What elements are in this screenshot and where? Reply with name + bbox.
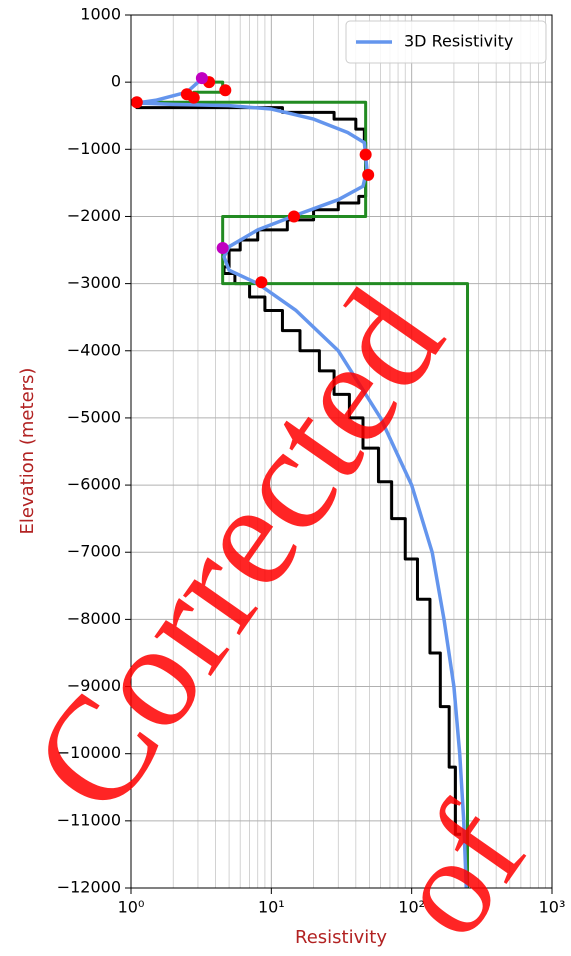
marker bbox=[362, 168, 375, 181]
marker bbox=[219, 84, 232, 97]
plot-frame bbox=[130, 14, 553, 889]
legend-label: 3D Resistivity bbox=[404, 32, 513, 51]
y-tick-label: −9000 bbox=[67, 676, 121, 695]
line bbox=[135, 77, 469, 888]
plot-area bbox=[131, 72, 470, 888]
y-axis-label: Elevation (meters) bbox=[17, 368, 38, 535]
y-tick-label: 1000 bbox=[80, 5, 121, 24]
x-tick-label: 10² bbox=[398, 898, 425, 917]
y-tick-label: −7000 bbox=[67, 542, 121, 561]
marker bbox=[131, 96, 143, 109]
y-tick-label: −11000 bbox=[57, 810, 121, 829]
y-tick-label: −8000 bbox=[67, 609, 121, 628]
marker bbox=[216, 242, 229, 255]
watermark: of bbox=[361, 779, 555, 952]
x-tick-label: 10³ bbox=[539, 898, 566, 917]
x-tick-label: 10¹ bbox=[258, 898, 285, 917]
marker bbox=[255, 276, 268, 289]
y-tick-label: −3000 bbox=[67, 273, 121, 292]
y-tick-label: 0 bbox=[111, 72, 121, 91]
y-tick-label: −4000 bbox=[67, 340, 121, 359]
marker bbox=[359, 148, 372, 161]
marker bbox=[287, 210, 300, 223]
y-tick-label: −12000 bbox=[57, 878, 121, 897]
y-tick-label: −10000 bbox=[57, 743, 121, 762]
x-axis-label: Resistivity bbox=[295, 927, 387, 948]
y-tick-label: −1000 bbox=[67, 139, 121, 158]
x-tick-label: 10⁰ bbox=[118, 898, 145, 917]
y-tick-label: −6000 bbox=[67, 475, 121, 494]
marker bbox=[187, 91, 200, 104]
y-tick-label: −2000 bbox=[67, 206, 121, 225]
legend-box bbox=[345, 20, 547, 64]
y-tick-label: −5000 bbox=[67, 407, 121, 426]
marker bbox=[195, 72, 208, 85]
